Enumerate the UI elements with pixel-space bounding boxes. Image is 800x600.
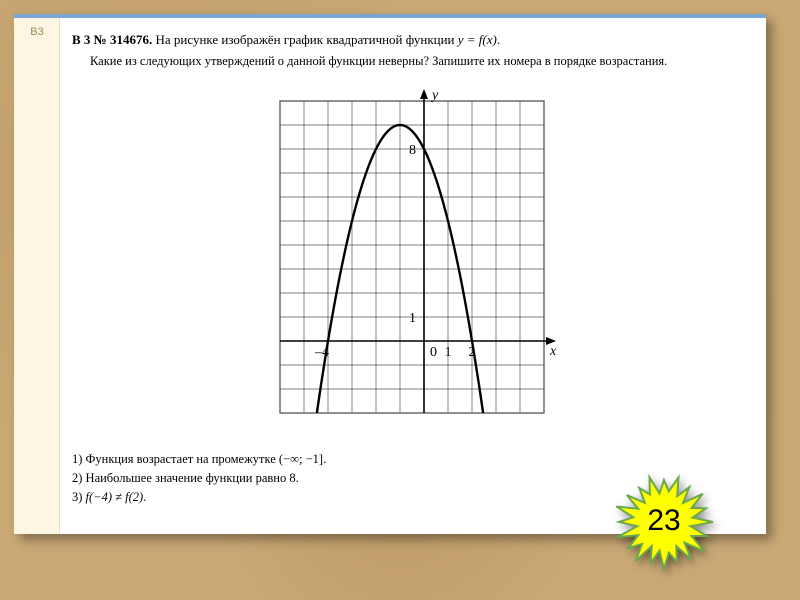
svg-text:8: 8 [409, 143, 416, 158]
answer-value: 23 [604, 462, 724, 582]
svg-text:2: 2 [469, 345, 476, 360]
content-area: B 3 № 314676. На рисунке изображён графи… [72, 30, 752, 524]
chart-container: y x 0 –4 1 2 1 8 [72, 83, 752, 436]
svg-text:x: x [549, 344, 557, 359]
tab-label: B3 [14, 26, 60, 38]
svg-text:–4: –4 [314, 345, 329, 360]
problem-number: B 3 № 314676. [72, 32, 152, 47]
problem-card: B3 B 3 № 314676. На рисунке изображён гр… [14, 14, 766, 534]
side-tab: B3 [14, 18, 60, 534]
problem-title: B 3 № 314676. На рисунке изображён графи… [72, 30, 752, 50]
title-period: . [497, 32, 500, 47]
parabola-chart: y x 0 –4 1 2 1 8 [262, 83, 562, 431]
title-text: На рисунке изображён график квадратичной… [152, 32, 458, 47]
svg-text:0: 0 [430, 345, 437, 360]
answer-burst: 23 [604, 462, 724, 582]
svg-text:1: 1 [409, 311, 416, 326]
svg-text:y: y [430, 88, 439, 103]
svg-text:1: 1 [445, 345, 452, 360]
title-fn: y = f(x) [458, 32, 497, 47]
problem-question: Какие из следующих утверждений о данной … [90, 54, 752, 69]
